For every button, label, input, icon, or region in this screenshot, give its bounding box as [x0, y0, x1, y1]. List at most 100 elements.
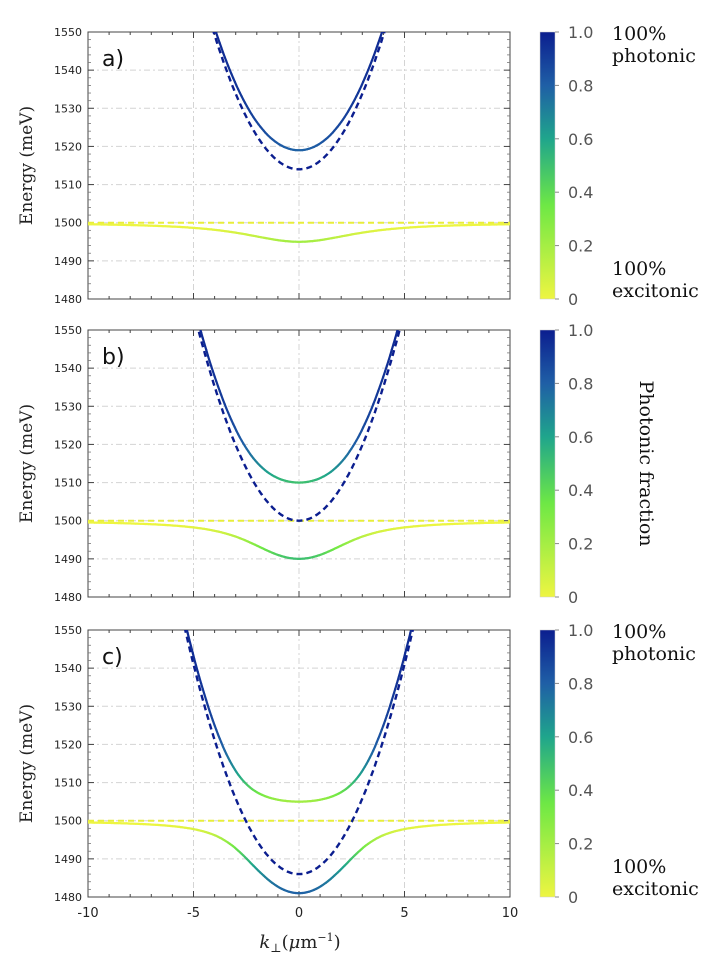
colorbar-tick-label: 0.6	[568, 130, 593, 149]
upper-polariton-segment	[404, 301, 406, 308]
colorbar-tick-label: 0.6	[568, 728, 593, 747]
x-tick-label: 5	[400, 906, 408, 921]
colorbar	[539, 629, 556, 898]
colorbar-tick-label: 0.8	[568, 674, 593, 693]
upper-polariton-segment	[185, 630, 189, 634]
upper-polariton-segment	[405, 638, 410, 648]
y-tick-label: 1500	[54, 815, 82, 828]
colorbar-tick-label: 0.8	[568, 76, 593, 95]
upper-polariton-segment	[412, 619, 414, 626]
upper-polariton-segment	[210, 12, 212, 18]
y-tick-label: 1520	[54, 738, 82, 751]
panels: 1480 1490 1500 1510 1520 1530 1540 1550 Energy (…	[17, 0, 699, 921]
colorbar	[539, 329, 556, 598]
x-tick-label: 10	[502, 906, 519, 921]
panel-label: a)	[102, 47, 124, 72]
upper-polariton-segment	[184, 619, 186, 626]
upper-polariton-segment	[412, 267, 414, 274]
upper-polariton-segment	[208, 6, 210, 12]
x-tick-label: -5	[187, 906, 200, 921]
y-tick-label: 1510	[54, 477, 82, 490]
colorbar-tick-label: 0.8	[568, 374, 593, 393]
y-tick-label: 1480	[54, 293, 82, 306]
y-tick-label: 1540	[54, 662, 82, 675]
upper-polariton-segment	[179, 597, 181, 604]
upper-polariton-branch	[208, 0, 394, 152]
y-tick-label: 1530	[54, 400, 82, 413]
panel-a: 1480 1490 1500 1510 1520 1530 1540 1550 Energy (…	[17, 0, 699, 309]
series-group	[88, 551, 510, 895]
upper-polariton-segment	[176, 582, 178, 590]
lower-polariton-branch	[88, 223, 510, 243]
y-tick-label: 1550	[54, 624, 82, 637]
upper-polariton-segment	[172, 567, 174, 575]
upper-polariton-segment	[424, 567, 426, 575]
colorbar-tick-label: 0.4	[568, 781, 593, 800]
x-tick-label: -10	[77, 906, 98, 921]
colorbar-tick-label: 0.2	[568, 835, 593, 854]
panel-label: c)	[102, 645, 123, 670]
upper-polariton-segment	[409, 281, 411, 288]
y-tick-label: 1480	[54, 591, 82, 604]
upper-polariton-segment	[183, 612, 185, 619]
upper-polariton-segment	[404, 645, 409, 654]
upper-polariton-segment	[184, 267, 186, 274]
upper-polariton-segment	[387, 12, 389, 18]
upper-polariton-segment	[169, 551, 171, 559]
upper-polariton-segment	[419, 590, 421, 598]
y-tick-label: 1530	[54, 102, 82, 115]
upper-polariton-segment	[174, 574, 176, 582]
upper-polariton-segment	[171, 559, 173, 567]
upper-polariton-segment	[188, 638, 193, 648]
upper-polariton-branch	[181, 252, 418, 484]
upper-polariton-segment	[189, 645, 194, 654]
y-tick-label: 1530	[54, 700, 82, 713]
panel-c: 1480 1490 1500 1510 1520 1530 1540 1550 -10 -5 0 5 1…	[17, 551, 699, 921]
upper-polariton-segment	[194, 307, 196, 313]
upper-polariton-segment	[188, 281, 190, 288]
colorbar-side-label: Photonic fraction	[635, 381, 657, 547]
colorbar-bottom-label: 100%	[612, 258, 666, 280]
colorbar-tick-label: 0	[568, 588, 578, 607]
upper-polariton-segment	[409, 630, 413, 634]
upper-polariton-segment	[385, 17, 387, 22]
panel-b: 1480 1490 1500 1510 1520 1530 1540 1550 Energy (…	[17, 252, 657, 607]
colorbar-top-label: photonic	[612, 45, 696, 67]
y-tick-label: 1520	[54, 438, 82, 451]
upper-polariton-segment	[186, 274, 188, 281]
y-tick-label: 1540	[54, 362, 82, 375]
y-tick-label: 1490	[54, 553, 82, 566]
upper-polariton-segment	[416, 252, 418, 259]
upper-polariton-segment	[189, 288, 191, 295]
upper-polariton-segment	[181, 252, 183, 259]
y-tick-label: 1510	[54, 777, 82, 790]
colorbar-tick-label: 1.0	[568, 621, 593, 640]
upper-polariton-segment	[400, 314, 402, 320]
colorbar-tick-label: 1.0	[568, 321, 593, 340]
upper-polariton-segment	[392, 0, 394, 1]
upper-polariton-segment	[198, 320, 200, 326]
y-tick-label: 1540	[54, 64, 82, 77]
x-axis-label: k⊥(μm−1)	[259, 931, 340, 955]
upper-polariton-segment	[417, 597, 419, 604]
y-tick-label: 1550	[54, 324, 82, 337]
upper-polariton-segment	[410, 274, 412, 281]
colorbar-top-label: photonic	[612, 643, 696, 665]
series-group	[88, 0, 510, 243]
cavity-dashed-line	[212, 32, 386, 171]
upper-polariton-segment	[213, 23, 215, 28]
upper-polariton-segment	[191, 294, 193, 301]
upper-polariton-segment	[416, 605, 418, 612]
y-tick-label: 1480	[54, 891, 82, 904]
upper-polariton-segment	[407, 288, 409, 295]
upper-polariton-segment	[402, 307, 404, 313]
upper-polariton-segment	[426, 559, 428, 567]
colorbar-tick-label: 1.0	[568, 23, 593, 42]
upper-polariton-segment	[422, 574, 424, 582]
colorbar-tick-label: 0.4	[568, 481, 593, 500]
y-tick-label: 1550	[54, 26, 82, 39]
upper-polariton-segment	[211, 17, 213, 22]
upper-polariton-segment	[383, 23, 385, 28]
colorbar	[539, 31, 556, 300]
